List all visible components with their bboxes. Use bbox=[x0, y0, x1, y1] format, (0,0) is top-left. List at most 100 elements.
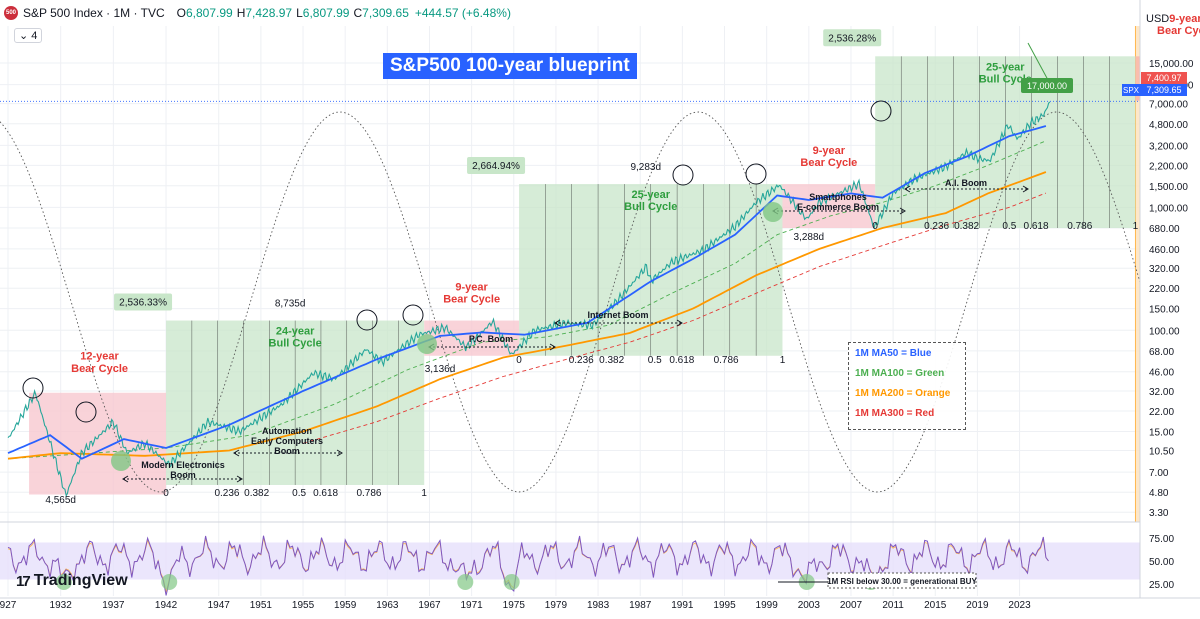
x-tick-label: 1987 bbox=[629, 600, 652, 611]
boom-arrow-head bbox=[1022, 185, 1029, 193]
symbol-badge-box bbox=[1122, 84, 1141, 96]
fib-level-label: 0.382 bbox=[599, 355, 624, 366]
price-badge-lower: 7,309.65 bbox=[1146, 85, 1181, 95]
bear-duration: 4,565d bbox=[45, 495, 76, 506]
open-label: O bbox=[176, 6, 186, 20]
y-tick-label: 4,800.00 bbox=[1149, 120, 1188, 131]
y-tick-label: 220.00 bbox=[1149, 284, 1180, 295]
rsi-buy-dot bbox=[457, 574, 474, 590]
bottom-dot bbox=[111, 451, 131, 471]
fib-level-label: 0 bbox=[163, 488, 169, 499]
cycle-zones bbox=[29, 26, 1140, 522]
fib-level-label: 0.5 bbox=[292, 488, 306, 499]
y-tick-label: 680.00 bbox=[1149, 224, 1180, 235]
x-tick-label: 1955 bbox=[292, 600, 315, 611]
legend-ma100: 1M MA100 = Green bbox=[855, 368, 945, 379]
y-tick-label: 32.00 bbox=[1149, 387, 1174, 398]
bottom-dot bbox=[763, 202, 783, 222]
y-tick-label: 10.50 bbox=[1149, 446, 1174, 457]
currency-label[interactable]: USD bbox=[1146, 13, 1170, 25]
price-badge-upper: 7,400.97 bbox=[1146, 73, 1181, 83]
x-tick-label: 1947 bbox=[208, 600, 231, 611]
symbol-title[interactable]: S&P 500 Index · 1M · TVC bbox=[23, 6, 165, 20]
x-tick-label: 1963 bbox=[376, 600, 399, 611]
indicators-toggle[interactable]: ⌄ 4 bbox=[14, 28, 43, 43]
boom-label: Smartphones E-commerce Boom bbox=[797, 192, 879, 212]
symbol-badge: SPX bbox=[1123, 86, 1140, 95]
x-tick-label: 1971 bbox=[461, 600, 484, 611]
cycle-label: 25-year Bull Cycle bbox=[624, 189, 677, 213]
x-tick-label: 1937 bbox=[102, 600, 125, 611]
fib-level-label: 0.5 bbox=[1002, 221, 1016, 232]
y-tick-label: 7.00 bbox=[1149, 468, 1169, 479]
top-circle bbox=[870, 100, 892, 122]
y-tick-label: 4.80 bbox=[1149, 488, 1169, 499]
boom-label: P.C. Boom bbox=[469, 334, 513, 344]
fib-level-label: 0.5 bbox=[648, 355, 662, 366]
rsi-tick-label: 75.00 bbox=[1149, 534, 1174, 545]
bottom-dot bbox=[417, 334, 437, 354]
target-line bbox=[1027, 42, 1049, 81]
fib-level-label: 0.236 bbox=[214, 488, 239, 499]
boom-arrow-head bbox=[899, 207, 906, 215]
gain-badge: 2,536.28% bbox=[828, 33, 876, 44]
y-tick-label: 460.00 bbox=[1149, 245, 1180, 256]
rsi-pane: 1M RSI below 30.00 = generational BUY bbox=[0, 535, 1140, 596]
high-value: 7,428.97 bbox=[245, 6, 293, 20]
open-value: 6,807.99 bbox=[185, 6, 233, 20]
sp500-logo-icon: 500 bbox=[4, 6, 18, 20]
tradingview-wordmark: TradingView bbox=[33, 572, 128, 589]
legend-ma50: 1M MA50 = Blue bbox=[855, 348, 932, 359]
gain-badge-box bbox=[114, 293, 173, 311]
indicator-count: 4 bbox=[31, 30, 38, 42]
price-badge-lower-box bbox=[1141, 84, 1187, 96]
x-tick-label: 2007 bbox=[840, 600, 863, 611]
legend-ma200: 1M MA200 = Orange bbox=[855, 388, 951, 399]
close-label: C bbox=[353, 6, 363, 20]
gain-badge-box bbox=[823, 29, 882, 47]
fib-level-label: 0.382 bbox=[954, 221, 979, 232]
fib-level-label: 0.236 bbox=[924, 221, 949, 232]
x-tick-label: 1959 bbox=[334, 600, 357, 611]
y-tick-label: 100.00 bbox=[1149, 326, 1180, 337]
cycle-label: 25-year Bull Cycle bbox=[979, 61, 1032, 85]
fib-level-label: 0.382 bbox=[244, 488, 269, 499]
fib-level-label: 0.786 bbox=[1067, 221, 1092, 232]
bear_future-zone bbox=[1135, 56, 1140, 101]
low-value: 6,807.99 bbox=[302, 6, 350, 20]
boom-label: A.I. Boom bbox=[945, 178, 987, 188]
boom-arrow-head bbox=[904, 185, 911, 193]
cycle-duration: 8,735d bbox=[275, 299, 306, 310]
y-tick-label: 22.00 bbox=[1149, 407, 1174, 418]
high-label: H bbox=[236, 6, 246, 20]
bear-duration: 3,288d bbox=[794, 232, 825, 243]
x-tick-label: 2011 bbox=[882, 600, 904, 611]
close-value: 7,309.65 bbox=[362, 6, 409, 20]
rsi-tick-label: 25.00 bbox=[1149, 580, 1174, 591]
y-tick-label: 320.00 bbox=[1149, 264, 1180, 275]
price-badge-upper-box bbox=[1141, 72, 1187, 84]
rsi-buy-dot bbox=[503, 574, 520, 590]
boom-label: Modern Electronics Boom bbox=[141, 460, 225, 480]
price-and-ma-lines bbox=[0, 100, 1140, 498]
y-tick-label: 7,000.00 bbox=[1149, 100, 1188, 111]
tradingview-logo[interactable]: 17 TradingView bbox=[16, 572, 128, 590]
x-tick-label: 2023 bbox=[1008, 600, 1031, 611]
fib-level-label: 0.618 bbox=[313, 488, 338, 499]
bear-duration: 3,136d bbox=[425, 364, 456, 375]
ma300-line bbox=[302, 192, 1047, 444]
gain-badge: 2,536.33% bbox=[119, 298, 167, 309]
fib-level-label: 0.236 bbox=[569, 355, 594, 366]
top-circle bbox=[672, 164, 694, 186]
fib-level-label: 1 bbox=[780, 355, 786, 366]
boom-arrow-head bbox=[554, 319, 561, 327]
fib-level-label: 1 bbox=[421, 488, 427, 499]
annotations: 12-year Bear Cycle 24-year Bull Cycle 2,536.… bbox=[22, 13, 1200, 506]
fib-level-label: 0 bbox=[516, 355, 522, 366]
x-tick-label: 1967 bbox=[418, 600, 441, 611]
boom-arrow-head bbox=[233, 449, 240, 457]
x-tick-label: 1979 bbox=[545, 600, 568, 611]
